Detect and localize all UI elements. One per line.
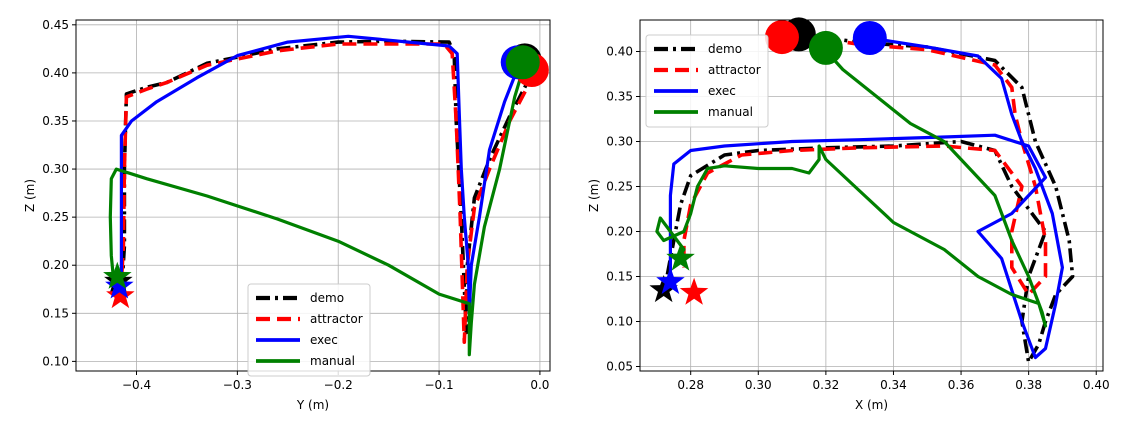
x-tick-label: −0.1 bbox=[424, 378, 453, 392]
y-tick-label: 0.15 bbox=[42, 306, 69, 320]
start-marker-manual bbox=[505, 45, 540, 80]
x-tick-label: 0.30 bbox=[745, 378, 772, 392]
legend-label-manual: manual bbox=[310, 354, 355, 368]
start-marker-exec bbox=[852, 21, 887, 55]
chart-2: 0.28 0.30 0.32 0.34 0.36 0.38 0.40 0.05 0.10 0.15… bbox=[587, 17, 1110, 412]
x-tick-label: −0.3 bbox=[223, 378, 252, 392]
legend-label-exec: exec bbox=[310, 333, 338, 347]
y-tick-label: 0.30 bbox=[606, 135, 633, 149]
legend: demo attractor exec manual bbox=[645, 34, 769, 128]
plot-area bbox=[108, 34, 537, 357]
legend: demo attractor exec manual bbox=[247, 283, 371, 377]
legend-label-demo: demo bbox=[708, 42, 742, 56]
series-line-manual bbox=[108, 62, 527, 357]
x-tick-label: 0.34 bbox=[880, 378, 907, 392]
x-tick-label: 0.32 bbox=[813, 378, 840, 392]
y-tick-label: 0.20 bbox=[42, 258, 69, 272]
start-marker-attractor bbox=[764, 20, 799, 55]
y-tick-label: 0.10 bbox=[606, 315, 633, 329]
series-line-demo bbox=[119, 39, 537, 335]
x-tick-label: 0.0 bbox=[530, 378, 549, 392]
legend-box bbox=[247, 283, 371, 377]
y-tick-label: 0.10 bbox=[42, 354, 69, 368]
y-tick-label: 0.20 bbox=[606, 225, 633, 239]
y-tick-label: 0.35 bbox=[42, 114, 69, 128]
series-line-manual bbox=[655, 45, 1048, 328]
goal-marker-manual bbox=[666, 243, 695, 271]
goal-marker-manual bbox=[103, 261, 132, 289]
chart-1: −0.4 −0.3 −0.2 −0.1 0.0 0.10 0.15 0.20 0.25 0.30 0… bbox=[23, 18, 551, 412]
y-tick-label: 0.25 bbox=[606, 180, 633, 194]
x-tick-label: 0.40 bbox=[1083, 378, 1110, 392]
y-tick-label: 0.35 bbox=[606, 90, 633, 104]
legend-label-manual: manual bbox=[708, 105, 753, 119]
x-axis-label: Y (m) bbox=[296, 398, 329, 412]
x-tick-label: −0.2 bbox=[324, 378, 353, 392]
y-tick-label: 0.30 bbox=[42, 162, 69, 176]
y-tick-label: 0.40 bbox=[42, 66, 69, 80]
goal-marker-exec bbox=[105, 271, 134, 299]
y-tick-label: 0.40 bbox=[606, 45, 633, 59]
x-axis-label: X (m) bbox=[855, 398, 888, 412]
y-axis-label: Z (m) bbox=[587, 179, 601, 212]
x-tick-label: 0.38 bbox=[1015, 378, 1042, 392]
legend-label-demo: demo bbox=[310, 291, 344, 305]
plot-area bbox=[655, 31, 1075, 364]
legend-box bbox=[645, 34, 769, 128]
x-tick-label: −0.4 bbox=[122, 378, 151, 392]
goal-marker-attractor bbox=[679, 277, 709, 305]
series-line-exec bbox=[668, 36, 1065, 360]
start-marker-manual bbox=[808, 30, 843, 65]
y-tick-label: 0.45 bbox=[42, 18, 69, 32]
legend-label-attractor: attractor bbox=[310, 312, 363, 326]
legend-label-attractor: attractor bbox=[708, 63, 761, 77]
goal-marker-exec bbox=[656, 266, 685, 294]
y-tick-label: 0.15 bbox=[606, 270, 633, 284]
legend-label-exec: exec bbox=[708, 84, 736, 98]
y-tick-label: 0.25 bbox=[42, 210, 69, 224]
axes-frame bbox=[639, 19, 1104, 372]
series-line-attractor bbox=[682, 31, 1048, 297]
y-axis-label: Z (m) bbox=[23, 179, 37, 212]
goal-marker-attractor bbox=[106, 281, 135, 309]
series-line-exec bbox=[119, 34, 522, 315]
y-tick-label: 0.05 bbox=[606, 360, 633, 374]
x-tick-label: 0.36 bbox=[948, 378, 975, 392]
x-tick-label: 0.28 bbox=[677, 378, 704, 392]
